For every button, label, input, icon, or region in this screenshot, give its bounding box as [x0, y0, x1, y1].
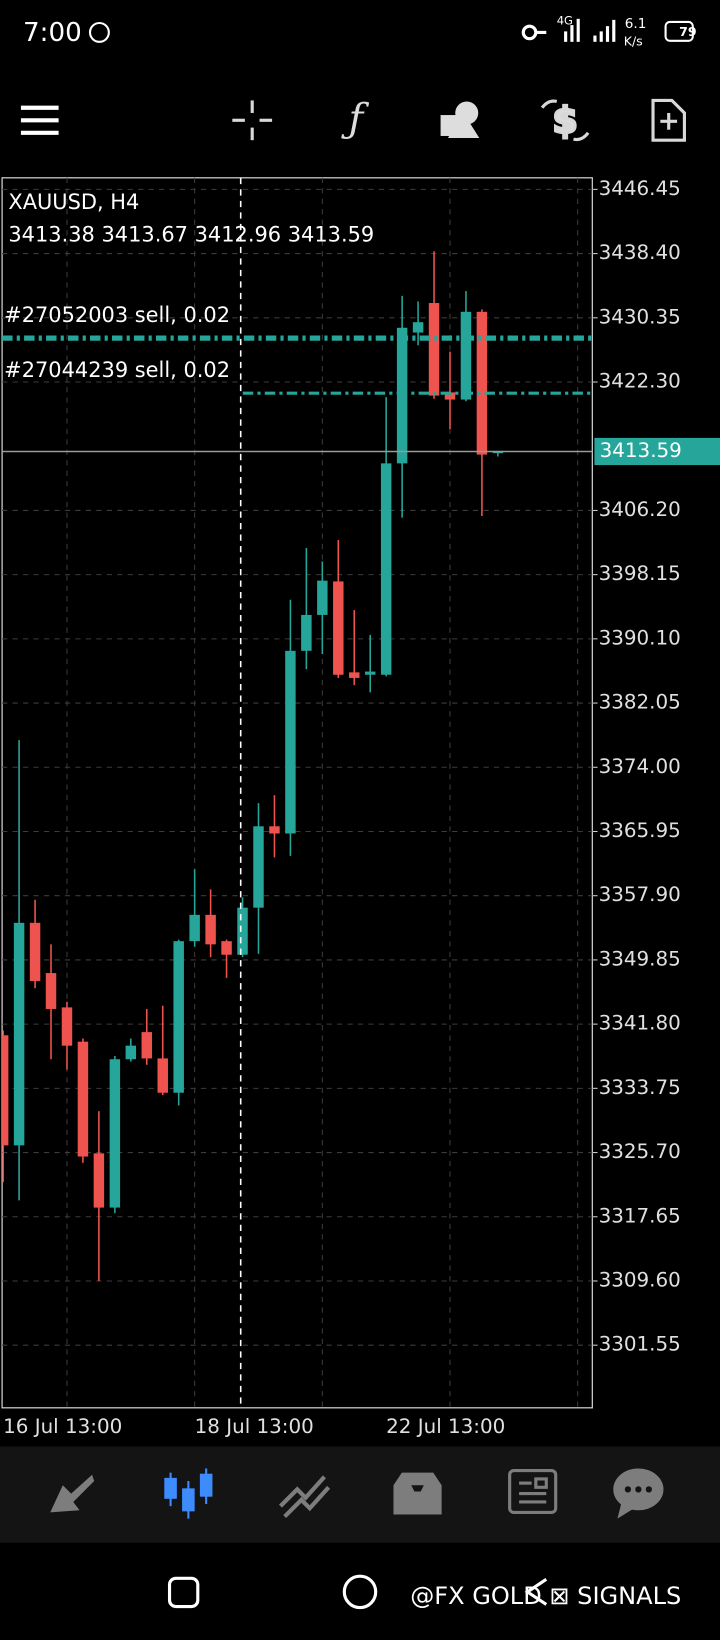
home-button[interactable] — [342, 1574, 378, 1610]
candle-body — [428, 303, 440, 396]
y-tick-label: 3446.45 — [599, 177, 681, 200]
candle-body — [2, 1035, 9, 1146]
candle-body — [396, 327, 408, 464]
y-tick-label: 3398.15 — [599, 562, 681, 585]
status-icons — [88, 18, 694, 43]
back-button[interactable] — [524, 1578, 548, 1606]
y-tick-label: 3357.90 — [599, 883, 681, 906]
dollar-icon: $ — [553, 100, 578, 141]
candle-body — [333, 581, 344, 675]
last-price-label: 3413.59 — [600, 439, 682, 462]
y-tick-label: 3317.65 — [599, 1204, 681, 1227]
y-tick-label: 3382.05 — [599, 691, 681, 714]
trade-tab[interactable] — [278, 1475, 331, 1519]
y-tick-label: 3325.70 — [599, 1140, 681, 1163]
candle-body — [444, 392, 456, 400]
candle-body — [364, 671, 376, 675]
ohlc-readout: 3413.38 3413.67 3412.96 3413.59 — [8, 222, 374, 246]
candle-body — [157, 1058, 168, 1093]
chart-title: XAUUSD, H4 — [8, 190, 139, 214]
candle-body — [317, 580, 328, 615]
candle-body — [460, 311, 472, 400]
y-tick-label: 3430.35 — [599, 305, 681, 328]
y-tick-label: 3309.60 — [599, 1268, 681, 1291]
network-type: 4G — [557, 13, 573, 27]
y-tick-label: 3422.30 — [599, 370, 681, 393]
new-order-button[interactable] — [651, 98, 686, 142]
y-tick-label: 3341.80 — [599, 1012, 681, 1035]
x-tick-label: 22 Jul 13:00 — [386, 1415, 505, 1438]
y-tick-label: 3333.75 — [599, 1076, 681, 1099]
candle-body — [45, 973, 57, 1009]
grid — [2, 177, 593, 1408]
candle-body — [13, 922, 25, 1146]
y-tick-label: 3438.40 — [599, 241, 681, 264]
quotes-tab[interactable] — [50, 1474, 95, 1513]
chart-tab[interactable] — [164, 1468, 213, 1519]
candle-body — [269, 826, 280, 834]
candle-body — [61, 1007, 73, 1046]
y-tick-label: 3301.55 — [599, 1333, 681, 1356]
candle-body — [412, 322, 424, 333]
candle-body — [253, 826, 264, 908]
recents-button[interactable] — [167, 1576, 200, 1609]
overlays: 3446.45 3438.40 3430.35 3422.30 3406.20 3398.… — [2, 177, 720, 1438]
crosshair-button[interactable] — [232, 100, 273, 141]
candle-body — [349, 672, 360, 678]
net-speed-unit: K/s — [624, 33, 643, 48]
candle-body — [237, 907, 248, 955]
trade-button[interactable]: $ — [540, 99, 590, 143]
candle-body — [492, 451, 504, 454]
net-speed: 6.1 — [625, 16, 647, 32]
candle-body — [205, 914, 216, 945]
candle-body — [93, 1153, 105, 1208]
history-tab[interactable] — [393, 1472, 442, 1515]
last-price-box — [594, 437, 720, 466]
battery-level: 79 — [679, 24, 696, 39]
candle-body — [285, 650, 296, 834]
candle-body — [141, 1032, 153, 1059]
candle-body — [189, 914, 200, 942]
candle-body — [77, 1041, 89, 1157]
candle-body — [476, 311, 488, 455]
x-tick-label: 16 Jul 13:00 — [3, 1415, 122, 1438]
candle-body — [380, 463, 392, 675]
order-label: #27044239 sell, 0.02 — [4, 358, 230, 382]
menu-button[interactable] — [20, 105, 59, 135]
y-tick-label: 3374.00 — [599, 755, 681, 778]
order-label: #27052003 sell, 0.02 — [4, 303, 230, 327]
candle-body — [29, 922, 41, 982]
clock: 7:00 — [23, 18, 82, 48]
y-tick-label: 3390.10 — [599, 626, 681, 649]
news-tab[interactable] — [508, 1468, 558, 1514]
bottom-nav — [0, 1446, 720, 1543]
candles — [2, 251, 504, 1281]
y-tick-label: 3349.85 — [599, 947, 681, 970]
candle-body — [173, 941, 184, 1093]
candle-body — [125, 1045, 137, 1060]
y-tick-label: 3406.20 — [599, 498, 681, 521]
y-tick-label: 3365.95 — [599, 819, 681, 842]
watermark: @FX GOLD ⊠ SIGNALS — [410, 1582, 681, 1610]
candle-body — [301, 614, 312, 651]
candle-body — [109, 1059, 121, 1208]
candle-body — [221, 941, 232, 955]
chat-tab[interactable] — [613, 1468, 664, 1519]
objects-button[interactable] — [440, 101, 480, 139]
x-tick-label: 18 Jul 13:00 — [195, 1415, 314, 1438]
